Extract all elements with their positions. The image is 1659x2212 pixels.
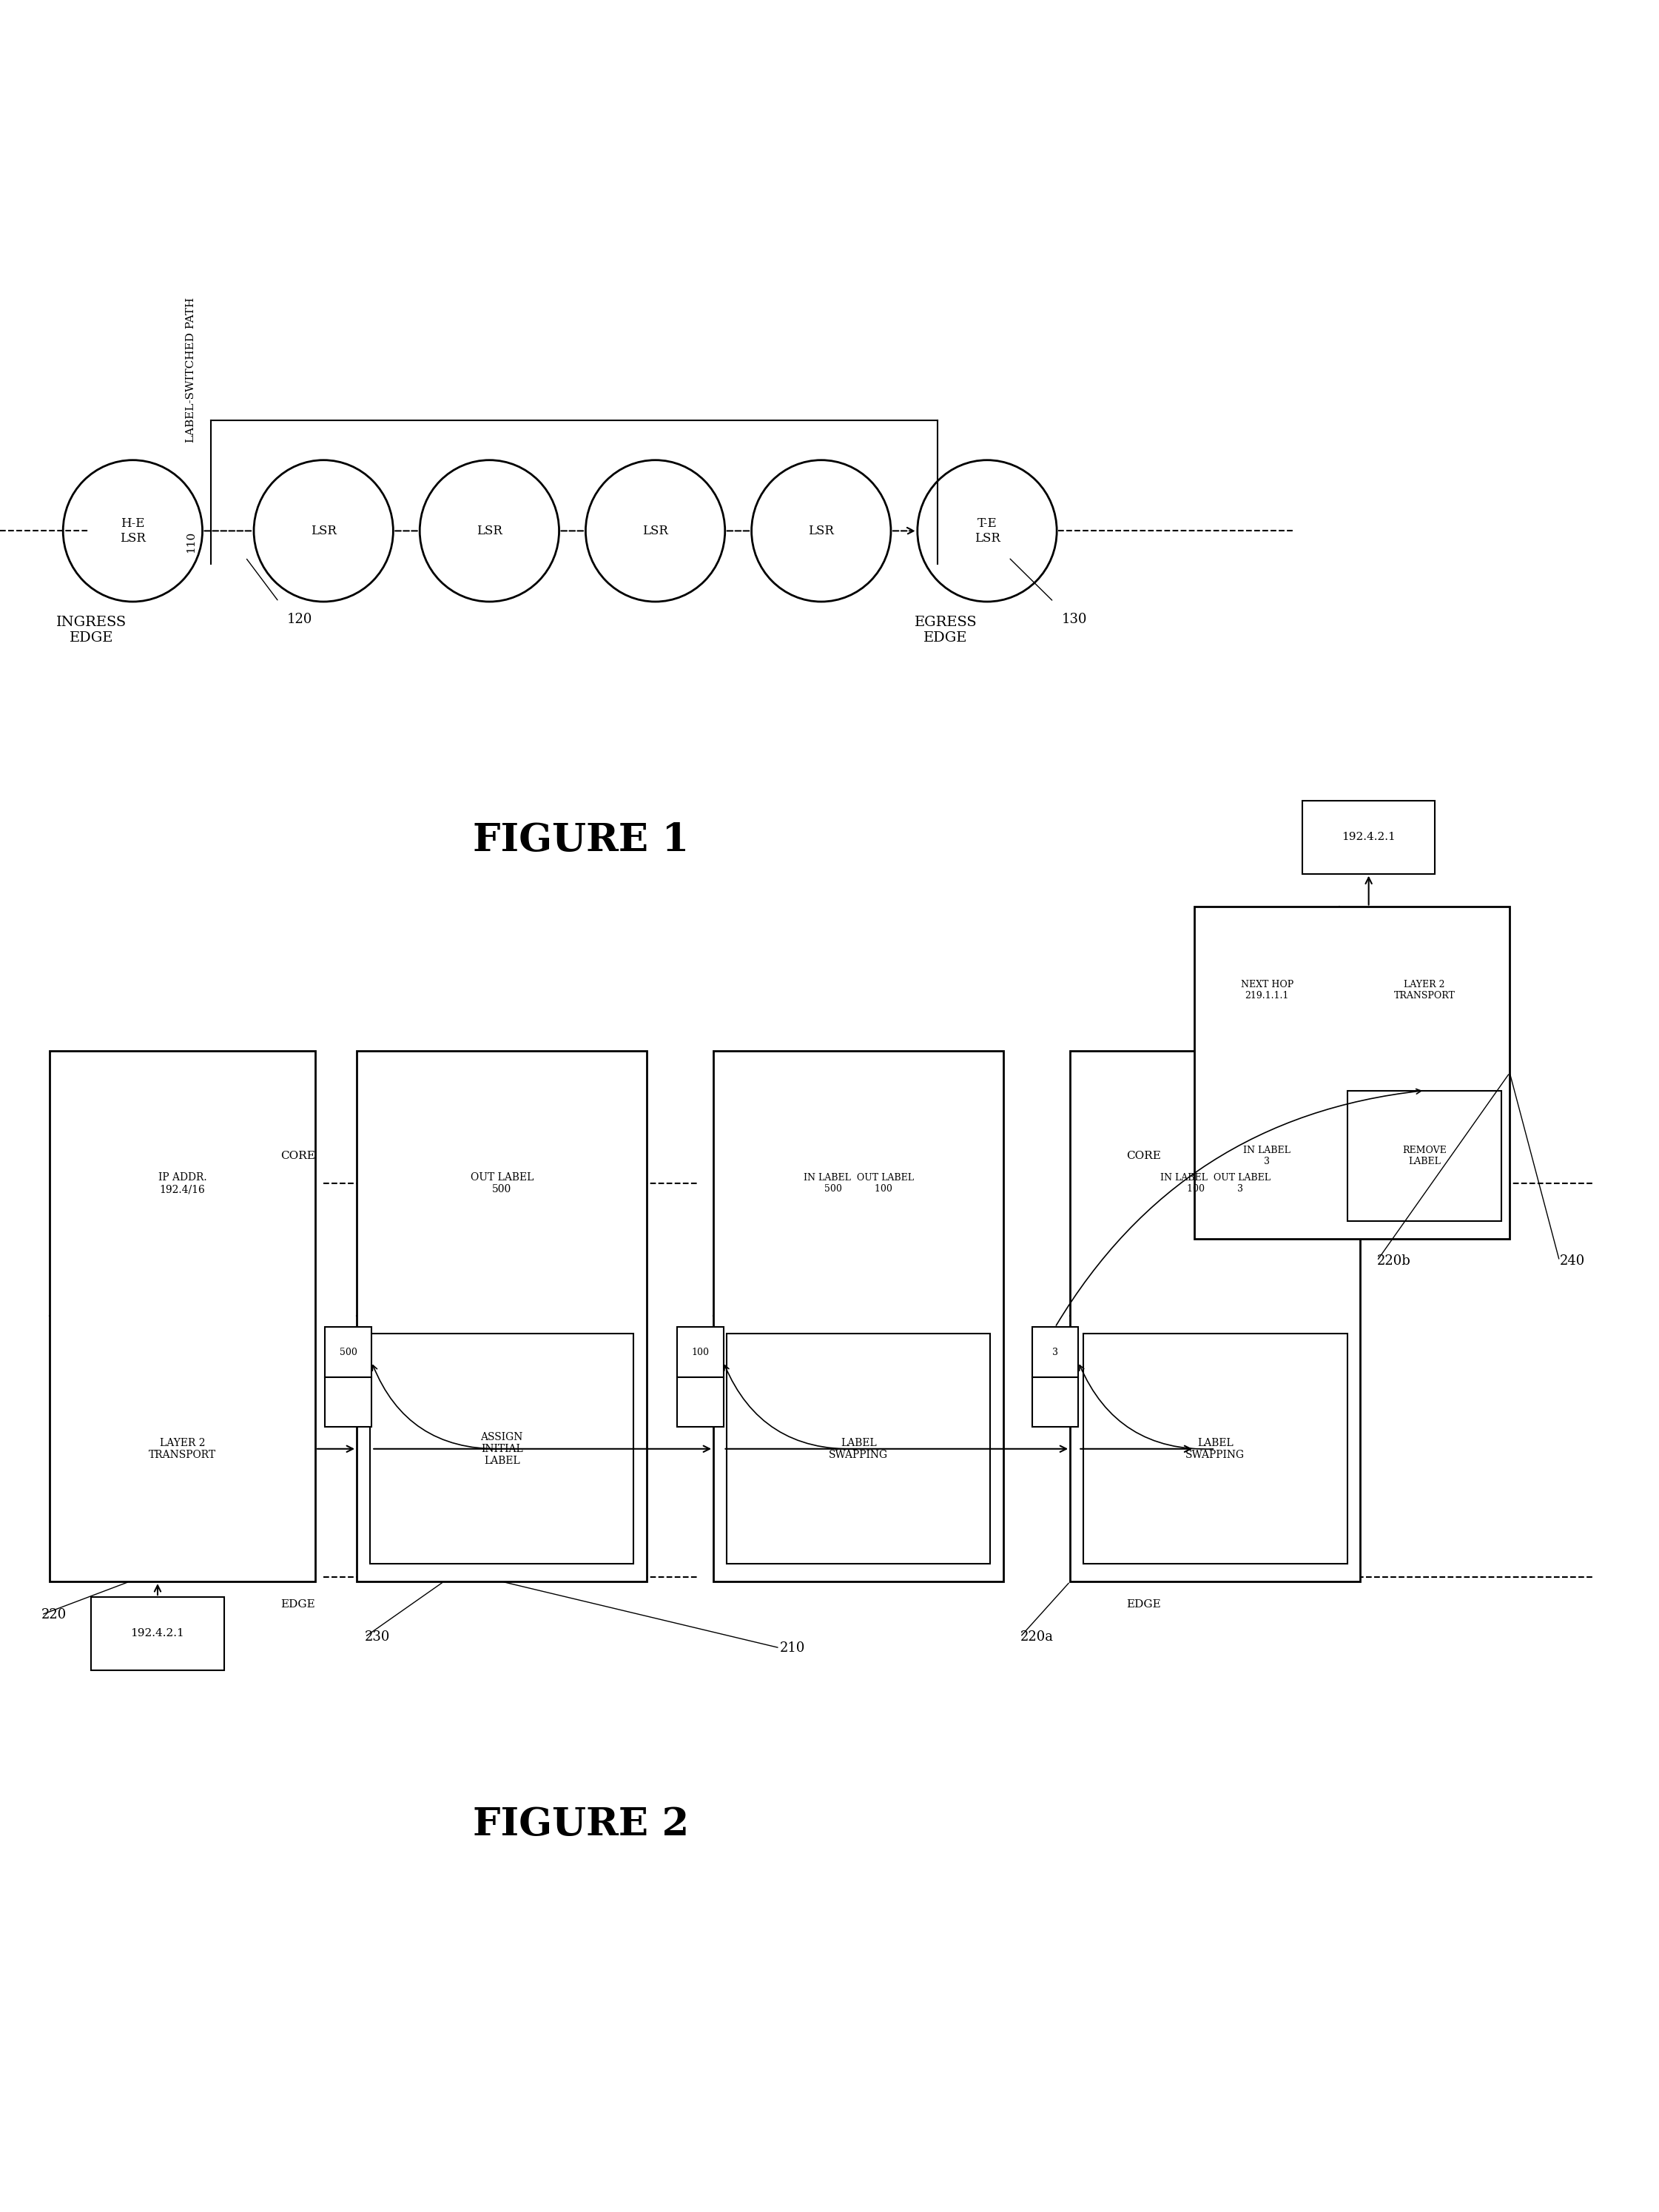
Text: ASSIGN
INITIAL
LABEL: ASSIGN INITIAL LABEL	[481, 1431, 523, 1467]
Text: H-E
LSR: H-E LSR	[119, 518, 146, 544]
FancyBboxPatch shape	[1347, 1091, 1501, 1221]
Text: 500: 500	[340, 1347, 357, 1356]
FancyBboxPatch shape	[677, 1327, 723, 1376]
Text: 210: 210	[780, 1641, 805, 1655]
Text: INGRESS
EDGE: INGRESS EDGE	[56, 617, 126, 644]
Text: LABEL
SWAPPING: LABEL SWAPPING	[830, 1438, 888, 1460]
FancyBboxPatch shape	[727, 1334, 990, 1564]
FancyBboxPatch shape	[91, 1597, 224, 1670]
Text: IN LABEL
3: IN LABEL 3	[1243, 1146, 1291, 1166]
Text: IN LABEL  OUT LABEL
500           100: IN LABEL OUT LABEL 500 100	[803, 1172, 914, 1194]
Text: 192.4.2.1: 192.4.2.1	[1342, 832, 1395, 843]
Text: LSR: LSR	[310, 524, 337, 538]
Text: LABEL-SWITCHED PATH: LABEL-SWITCHED PATH	[186, 296, 196, 442]
Text: FIGURE 1: FIGURE 1	[473, 821, 688, 860]
FancyBboxPatch shape	[325, 1376, 372, 1427]
FancyBboxPatch shape	[1083, 1334, 1347, 1564]
FancyBboxPatch shape	[1032, 1376, 1078, 1427]
FancyBboxPatch shape	[677, 1376, 723, 1427]
FancyBboxPatch shape	[325, 1327, 372, 1376]
Text: EDGE: EDGE	[1126, 1599, 1161, 1610]
Text: LSR: LSR	[808, 524, 834, 538]
Text: 100: 100	[692, 1347, 708, 1356]
FancyBboxPatch shape	[713, 1051, 1004, 1582]
Text: 240: 240	[1559, 1254, 1584, 1267]
FancyBboxPatch shape	[370, 1334, 634, 1564]
Text: IP ADDR.
192.4/16: IP ADDR. 192.4/16	[158, 1172, 207, 1194]
Text: LSR: LSR	[642, 524, 669, 538]
Text: 192.4.2.1: 192.4.2.1	[131, 1628, 184, 1639]
Text: NEXT HOP
219.1.1.1: NEXT HOP 219.1.1.1	[1241, 980, 1294, 1000]
Text: 130: 130	[1062, 613, 1087, 626]
Text: EDGE: EDGE	[280, 1599, 315, 1610]
Text: CORE: CORE	[1126, 1150, 1161, 1161]
Text: EGRESS
EDGE: EGRESS EDGE	[914, 617, 977, 644]
FancyBboxPatch shape	[1070, 1051, 1360, 1582]
Text: OUT LABEL
500: OUT LABEL 500	[469, 1172, 534, 1194]
Text: LAYER 2
TRANSPORT: LAYER 2 TRANSPORT	[1394, 980, 1455, 1000]
Text: IN LABEL  OUT LABEL
100           3: IN LABEL OUT LABEL 100 3	[1160, 1172, 1271, 1194]
Text: 230: 230	[365, 1630, 390, 1644]
Text: LAYER 2
TRANSPORT: LAYER 2 TRANSPORT	[149, 1438, 216, 1460]
Text: T-E
LSR: T-E LSR	[974, 518, 1000, 544]
Text: 120: 120	[287, 613, 312, 626]
Text: 220: 220	[41, 1608, 66, 1621]
FancyBboxPatch shape	[1194, 907, 1510, 1239]
FancyBboxPatch shape	[1302, 801, 1435, 874]
FancyBboxPatch shape	[357, 1051, 647, 1582]
Text: 220b: 220b	[1377, 1254, 1410, 1267]
Text: REMOVE
LABEL: REMOVE LABEL	[1402, 1146, 1447, 1166]
Text: 220a: 220a	[1020, 1630, 1053, 1644]
Text: FIGURE 2: FIGURE 2	[473, 1805, 688, 1845]
Text: 3: 3	[1052, 1347, 1058, 1356]
FancyBboxPatch shape	[50, 1051, 315, 1582]
Text: LABEL
SWAPPING: LABEL SWAPPING	[1186, 1438, 1244, 1460]
FancyBboxPatch shape	[1032, 1327, 1078, 1376]
Text: LSR: LSR	[476, 524, 503, 538]
Text: CORE: CORE	[280, 1150, 315, 1161]
Text: 110: 110	[186, 531, 196, 553]
